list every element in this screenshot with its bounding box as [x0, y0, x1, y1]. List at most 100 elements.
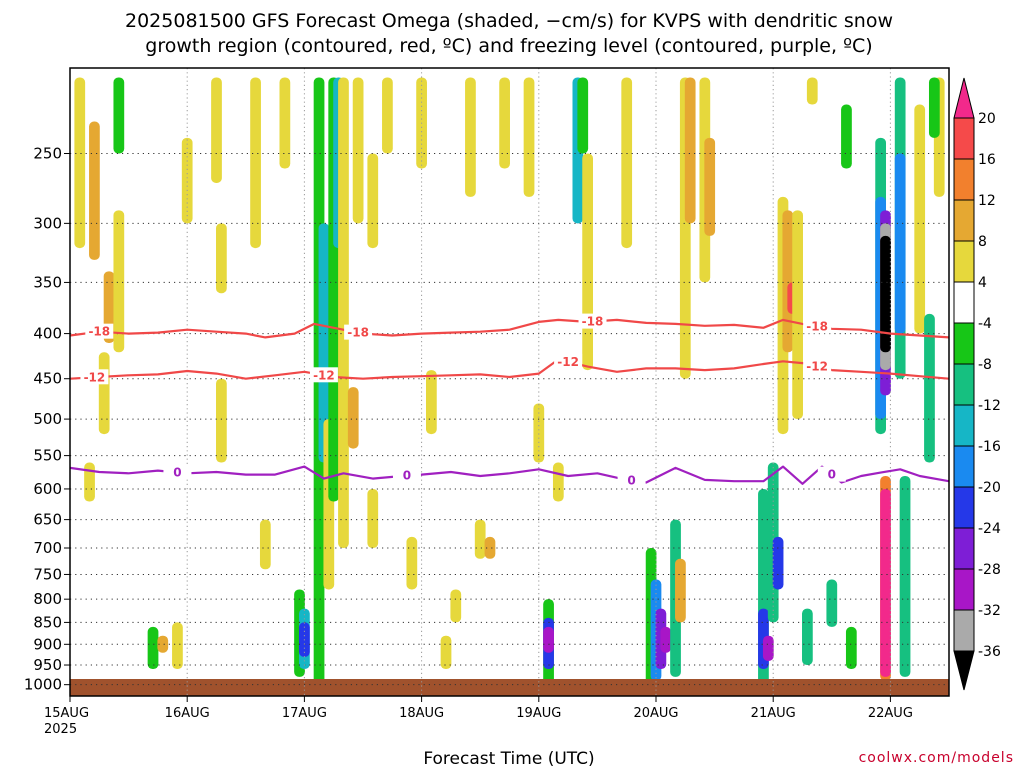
colorbar-label-5: -4 [978, 316, 992, 332]
omega-cell-73 [845, 626, 857, 670]
colorbar: 20 16 12 8 4 -4 -8 -12 -16 -20 -24 -28 -32 -36 [953, 77, 1001, 691]
omega-cell-53 [660, 626, 672, 653]
x-tick-label-17AUG: 17AUG [282, 706, 327, 721]
colorbar-label-6: -8 [978, 357, 992, 373]
omega-cell-6 [113, 210, 125, 353]
colorbar-band-4 [953, 281, 975, 324]
omega-cell-26 [347, 387, 359, 449]
omega-cell-29 [367, 488, 379, 549]
x-tick-sublabel-15AUG: 2025 [44, 722, 77, 737]
omega-cell-33 [425, 370, 437, 435]
colorbar-label-8: -16 [978, 439, 1001, 455]
colorbar-top-arrow [953, 77, 975, 119]
contour-label-1-1: -12 [313, 368, 335, 382]
contour-label-bg-0-3 [803, 318, 832, 334]
colorbar-label-9: -20 [978, 480, 1001, 496]
colorbar-band-8 [953, 445, 975, 488]
grid-lines [69, 68, 949, 696]
y-tick-label-1000: 1000 [24, 676, 62, 694]
omega-cell-27 [352, 77, 364, 224]
y-tick-label-450: 450 [33, 370, 62, 388]
contour-label-2-1: 0 [403, 469, 411, 483]
omega-cell-68 [792, 210, 803, 420]
omega-cell-15 [259, 519, 271, 570]
contour-label-1-0: -12 [84, 370, 106, 384]
contour-label-0-2: -18 [582, 315, 604, 329]
contour-label-bg-2-1 [392, 467, 421, 483]
colorbar-label-10: -24 [978, 521, 1001, 537]
contour-label-0-3: -18 [806, 319, 828, 333]
ground-bar [70, 679, 949, 696]
x-tick-label-18AUG: 18AUG [399, 706, 444, 721]
omega-cell-45 [552, 462, 564, 502]
omega-cell-62 [762, 635, 774, 661]
contour-line-2 [70, 465, 949, 485]
contour-label-bg-2-3 [817, 466, 846, 482]
omega-cell-72 [841, 104, 852, 169]
colorbar-band-6 [953, 363, 975, 406]
omega-cell-39 [499, 77, 510, 169]
omega-cell-80 [880, 488, 891, 677]
omega-cell-21 [318, 223, 330, 463]
y-tick-label-650: 650 [33, 511, 62, 529]
omega-cell-40 [523, 77, 535, 197]
contour-label-2-3: 0 [828, 468, 836, 482]
y-tick-label-350: 350 [33, 273, 62, 291]
omega-cell-13 [216, 378, 227, 463]
omega-cell-59 [704, 137, 716, 236]
contour-label-0-0: -18 [88, 325, 110, 339]
colorbar-band-2 [953, 199, 975, 242]
title-line-1: 2025081500 GFS Forecast Omega (shaded, −… [125, 10, 893, 32]
y-tick-label-800: 800 [33, 590, 62, 608]
credit-text: coolwx.com/models [859, 750, 1014, 766]
colorbar-band-1 [953, 158, 975, 201]
x-tick-label-20AUG: 20AUG [633, 706, 678, 721]
omega-cell-82 [894, 153, 906, 334]
y-tick-label-700: 700 [33, 539, 62, 557]
x-axis-label: Forecast Time (UTC) [423, 749, 594, 768]
omega-cell-55 [675, 558, 686, 623]
x-tick-label-15AUG: 15AUG [44, 706, 89, 721]
temperature-contours: -18 -18 -18 -18 -12 -12 -12 -12 0 0 0 0 [70, 313, 949, 488]
omega-cell-16 [279, 77, 291, 169]
omega-cell-49 [621, 77, 633, 249]
omega-cell-84 [914, 104, 926, 334]
omega-cell-25 [338, 77, 349, 549]
omega-cell-4 [84, 462, 95, 502]
omega-cell-44 [543, 626, 554, 653]
colorbar-band-9 [953, 486, 975, 529]
x-tick-label-22AUG: 22AUG [868, 706, 913, 721]
contour-label-bg-2-2 [617, 472, 646, 488]
contour-label-bg-1-2 [554, 353, 583, 369]
colorbar-label-11: -28 [978, 562, 1001, 578]
y-axis-ticks: 250 300 350 400 450 500 550 600 650 700 750 800 850 9… [24, 144, 70, 694]
colorbar-band-12 [953, 609, 975, 652]
colorbar-band-5 [953, 322, 975, 365]
colorbar-bottom-arrow [953, 650, 975, 691]
omega-cell-8 [157, 635, 169, 653]
omega-cell-57 [684, 77, 696, 224]
contour-label-2-0: 0 [173, 465, 181, 479]
colorbar-label-2: 12 [978, 193, 996, 209]
contour-label-bg-0-0 [85, 323, 114, 339]
contour-label-1-2: -12 [557, 355, 579, 369]
omega-cell-14 [250, 77, 261, 249]
omega-cell-12 [216, 223, 227, 294]
omega-cell-34 [440, 635, 452, 670]
contour-line-1 [70, 358, 949, 380]
contour-label-bg-2-0 [163, 464, 192, 480]
colorbar-label-1: 16 [978, 152, 996, 168]
colorbar-band-3 [953, 240, 975, 283]
omega-cell-37 [474, 519, 486, 559]
y-tick-label-950: 950 [33, 656, 62, 674]
title-line-2: growth region (contoured, red, ºC) and f… [145, 35, 872, 57]
omega-cell-41 [533, 403, 545, 463]
contour-label-bg-0-2 [578, 313, 607, 329]
omega-cell-2 [98, 352, 110, 435]
y-tick-label-250: 250 [33, 144, 62, 162]
contour-label-bg-1-3 [803, 358, 832, 374]
colorbar-label-3: 8 [978, 234, 987, 250]
contour-label-2-2: 0 [627, 474, 635, 488]
omega-cell-83 [899, 475, 911, 677]
